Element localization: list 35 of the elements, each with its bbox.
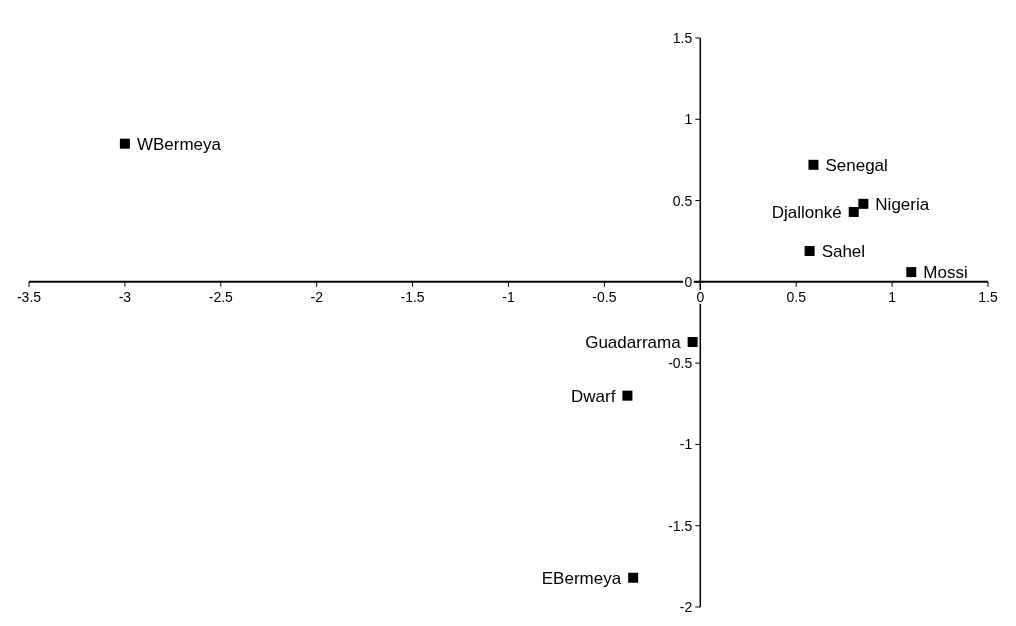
annotation: Sahel: [821, 241, 866, 261]
y-tick-label: -1: [679, 436, 693, 453]
y-tick-label: 1: [684, 111, 693, 128]
y-tick-label: -2: [679, 599, 693, 615]
point: [622, 390, 633, 401]
point: [848, 206, 859, 217]
point: [906, 267, 917, 278]
annotation: Senegal: [825, 155, 888, 175]
point: [687, 337, 698, 348]
x-tick-label: -1: [502, 288, 515, 305]
y-tick-label: 0.5: [672, 192, 693, 209]
annotation: Djallonké: [771, 202, 842, 222]
x-tick-label: 1.5: [978, 288, 998, 305]
x-tick-label: 1: [888, 288, 897, 305]
x-tick-label: 0.5: [786, 288, 807, 305]
point: [119, 138, 130, 149]
x-tick-label: -3: [118, 288, 132, 305]
annotation: EBermeya: [541, 568, 622, 588]
y-tick-label: 1.5: [672, 30, 693, 46]
annotation: Nigeria: [875, 194, 930, 214]
y-tick-label: -1.5: [668, 517, 693, 534]
x-tick-label: -2: [310, 288, 324, 305]
x-tick-label: -1.5: [400, 288, 425, 305]
annotation: Mossi: [923, 263, 968, 283]
point: [628, 572, 639, 583]
point: [804, 245, 815, 256]
y-tick-label: -0.5: [668, 355, 693, 372]
point: [808, 159, 819, 170]
point: [858, 198, 869, 209]
annotation: Dwarf: [571, 386, 616, 406]
x-tick-label: -2.5: [208, 288, 234, 305]
annotation: Guadarrama: [585, 333, 682, 353]
x-tick-label: -3.5: [16, 288, 42, 305]
annotation: WBermeya: [136, 134, 222, 154]
x-tick-label: -0.5: [592, 288, 617, 305]
